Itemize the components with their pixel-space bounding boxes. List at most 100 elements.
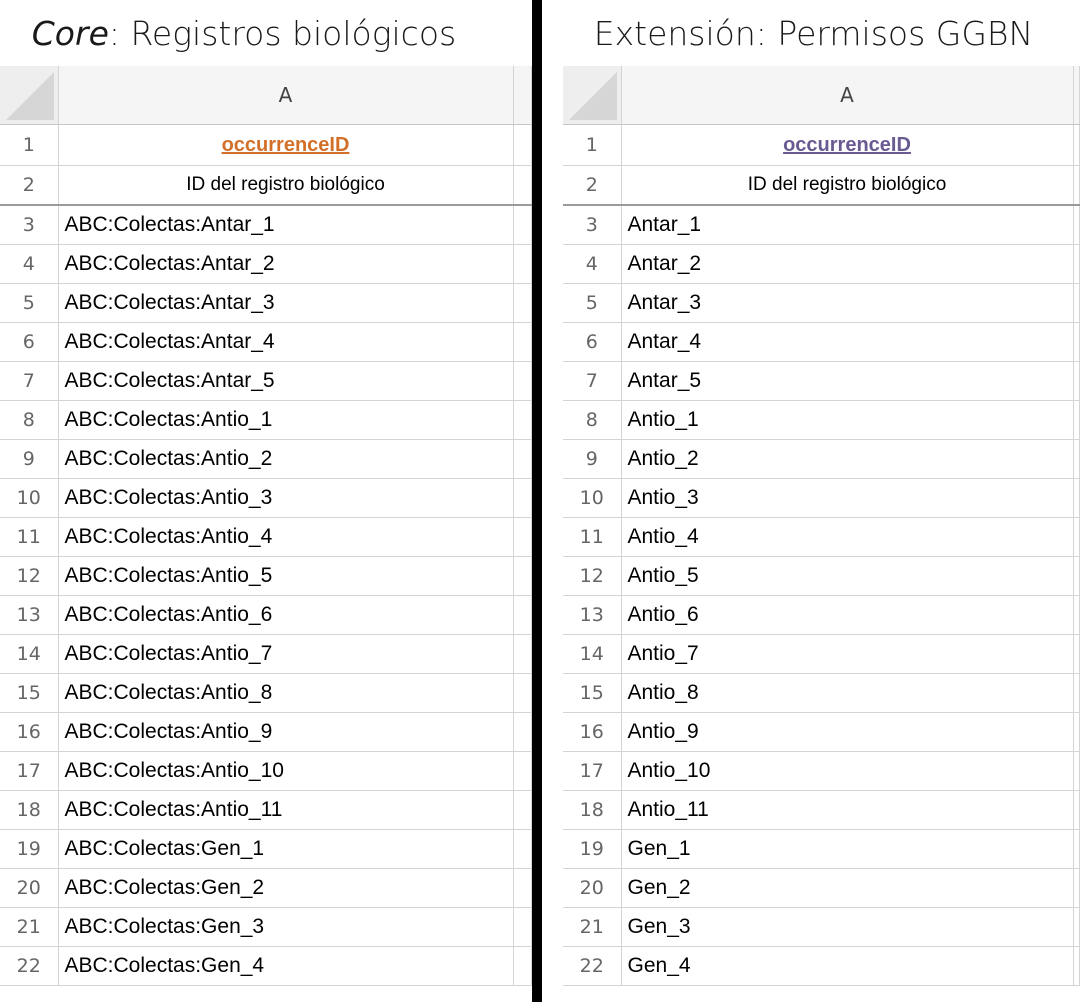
empty-cell[interactable]: [1073, 751, 1080, 791]
empty-cell[interactable]: [513, 478, 532, 518]
empty-cell[interactable]: [1073, 595, 1080, 635]
column-header-a[interactable]: A: [621, 66, 1074, 125]
row-number[interactable]: 11: [563, 517, 622, 557]
data-cell[interactable]: Antio_4: [621, 517, 1074, 557]
row-number[interactable]: 19: [563, 829, 622, 869]
header-field-cell[interactable]: occurrenceID: [621, 124, 1074, 166]
empty-cell[interactable]: [513, 946, 532, 986]
empty-cell[interactable]: [1073, 556, 1080, 596]
select-all-corner[interactable]: [563, 66, 622, 125]
row-number[interactable]: 13: [0, 595, 59, 635]
data-cell[interactable]: Antio_8: [621, 673, 1074, 713]
empty-cell[interactable]: [1073, 868, 1080, 908]
data-cell[interactable]: Antio_7: [621, 634, 1074, 674]
empty-cell[interactable]: [1073, 907, 1080, 947]
empty-cell[interactable]: [1073, 478, 1080, 518]
column-header-b[interactable]: [513, 66, 532, 125]
data-cell[interactable]: ABC:Colectas:Antio_7: [58, 634, 514, 674]
row-number[interactable]: 3: [0, 205, 59, 245]
empty-cell[interactable]: [1073, 673, 1080, 713]
empty-cell[interactable]: [513, 868, 532, 908]
empty-cell[interactable]: [1073, 439, 1080, 479]
empty-cell[interactable]: [1073, 946, 1080, 986]
data-cell[interactable]: ABC:Colectas:Antio_6: [58, 595, 514, 635]
data-cell[interactable]: Antio_11: [621, 790, 1074, 830]
row-number[interactable]: 14: [0, 634, 59, 674]
data-cell[interactable]: Antio_1: [621, 400, 1074, 440]
data-cell[interactable]: ABC:Colectas:Antio_8: [58, 673, 514, 713]
data-cell[interactable]: Antar_3: [621, 283, 1074, 323]
empty-cell[interactable]: [1073, 283, 1080, 323]
empty-cell[interactable]: [513, 712, 532, 752]
select-all-corner[interactable]: [0, 66, 59, 125]
row-number[interactable]: 4: [0, 244, 59, 284]
data-cell[interactable]: ABC:Colectas:Gen_1: [58, 829, 514, 869]
empty-cell[interactable]: [1073, 124, 1080, 166]
data-cell[interactable]: ABC:Colectas:Gen_4: [58, 946, 514, 986]
data-cell[interactable]: Antio_3: [621, 478, 1074, 518]
row-number[interactable]: 9: [0, 439, 59, 479]
data-cell[interactable]: ABC:Colectas:Gen_2: [58, 868, 514, 908]
row-number[interactable]: 16: [0, 712, 59, 752]
data-cell[interactable]: ABC:Colectas:Gen_3: [58, 907, 514, 947]
row-number[interactable]: 6: [563, 322, 622, 362]
row-number[interactable]: 10: [563, 478, 622, 518]
row-number[interactable]: 9: [563, 439, 622, 479]
header-label-cell[interactable]: ID del registro biológico: [58, 165, 514, 206]
empty-cell[interactable]: [1073, 361, 1080, 401]
data-cell[interactable]: Antar_1: [621, 205, 1074, 245]
row-number[interactable]: 5: [563, 283, 622, 323]
empty-cell[interactable]: [513, 244, 532, 284]
data-cell[interactable]: ABC:Colectas:Antio_2: [58, 439, 514, 479]
data-cell[interactable]: Gen_3: [621, 907, 1074, 947]
data-cell[interactable]: Antio_10: [621, 751, 1074, 791]
column-header-a[interactable]: A: [58, 66, 514, 125]
data-cell[interactable]: ABC:Colectas:Antar_2: [58, 244, 514, 284]
row-number[interactable]: 18: [563, 790, 622, 830]
header-field-cell[interactable]: occurrenceID: [58, 124, 514, 166]
row-number[interactable]: 21: [0, 907, 59, 947]
empty-cell[interactable]: [513, 400, 532, 440]
data-cell[interactable]: Gen_1: [621, 829, 1074, 869]
row-number[interactable]: 19: [0, 829, 59, 869]
data-cell[interactable]: Antar_5: [621, 361, 1074, 401]
empty-cell[interactable]: [513, 751, 532, 791]
row-number[interactable]: 22: [563, 946, 622, 986]
data-cell[interactable]: ABC:Colectas:Antar_3: [58, 283, 514, 323]
empty-cell[interactable]: [513, 205, 532, 245]
empty-cell[interactable]: [1073, 790, 1080, 830]
empty-cell[interactable]: [1073, 712, 1080, 752]
row-number[interactable]: 20: [0, 868, 59, 908]
row-number[interactable]: 12: [0, 556, 59, 596]
empty-cell[interactable]: [513, 283, 532, 323]
row-number[interactable]: 1: [563, 124, 622, 166]
row-number[interactable]: 13: [563, 595, 622, 635]
data-cell[interactable]: ABC:Colectas:Antio_9: [58, 712, 514, 752]
row-number[interactable]: 2: [0, 165, 59, 206]
row-number[interactable]: 10: [0, 478, 59, 518]
empty-cell[interactable]: [1073, 517, 1080, 557]
data-cell[interactable]: ABC:Colectas:Antio_11: [58, 790, 514, 830]
data-cell[interactable]: ABC:Colectas:Antar_4: [58, 322, 514, 362]
empty-cell[interactable]: [1073, 634, 1080, 674]
data-cell[interactable]: Antar_4: [621, 322, 1074, 362]
row-number[interactable]: 21: [563, 907, 622, 947]
data-cell[interactable]: ABC:Colectas:Antio_5: [58, 556, 514, 596]
row-number[interactable]: 15: [563, 673, 622, 713]
empty-cell[interactable]: [513, 673, 532, 713]
row-number[interactable]: 17: [563, 751, 622, 791]
header-label-cell[interactable]: ID del registro biológico: [621, 165, 1074, 206]
data-cell[interactable]: Gen_2: [621, 868, 1074, 908]
row-number[interactable]: 1: [0, 124, 59, 166]
data-cell[interactable]: ABC:Colectas:Antio_3: [58, 478, 514, 518]
empty-cell[interactable]: [1073, 400, 1080, 440]
empty-cell[interactable]: [513, 322, 532, 362]
row-number[interactable]: 3: [563, 205, 622, 245]
column-header-b[interactable]: [1073, 66, 1080, 125]
data-cell[interactable]: Antio_6: [621, 595, 1074, 635]
row-number[interactable]: 8: [563, 400, 622, 440]
row-number[interactable]: 7: [0, 361, 59, 401]
empty-cell[interactable]: [513, 361, 532, 401]
empty-cell[interactable]: [1073, 322, 1080, 362]
empty-cell[interactable]: [513, 556, 532, 596]
